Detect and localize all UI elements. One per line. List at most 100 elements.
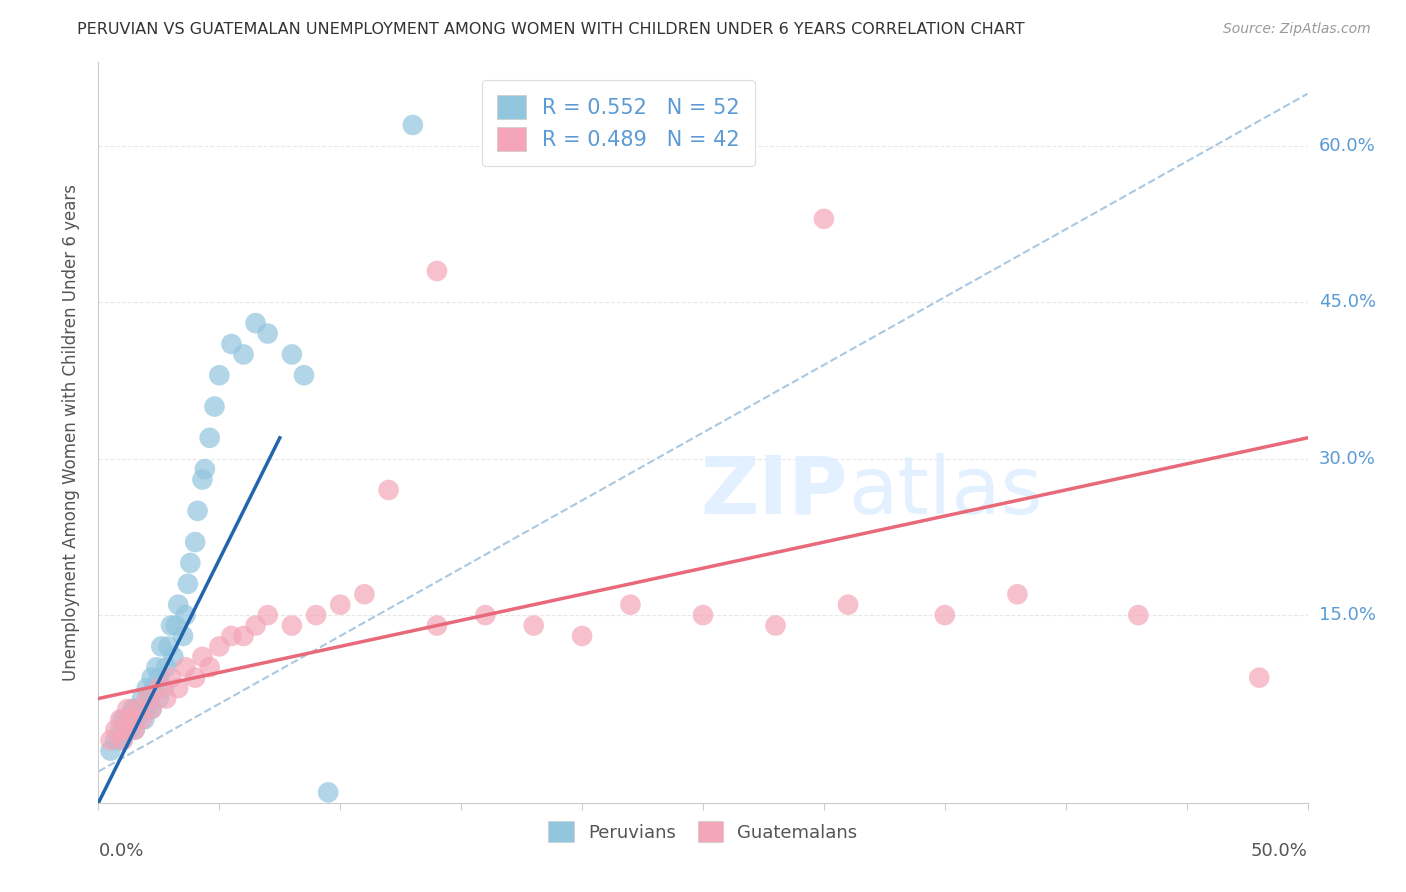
Point: [167, 598, 190, 612]
Point: [232, 629, 254, 643]
Point: [353, 587, 375, 601]
Point: [619, 598, 641, 612]
Point: [135, 702, 157, 716]
Point: [108, 712, 131, 726]
Point: [141, 702, 163, 716]
Point: [148, 691, 170, 706]
Point: [934, 608, 956, 623]
Point: [135, 681, 157, 695]
Legend: Peruvians, Guatemalans: Peruvians, Guatemalans: [541, 814, 865, 849]
Text: 50.0%: 50.0%: [1251, 842, 1308, 860]
Point: [329, 598, 352, 612]
Text: 0.0%: 0.0%: [98, 842, 143, 860]
Point: [174, 608, 197, 623]
Text: atlas: atlas: [848, 453, 1042, 531]
Point: [155, 660, 177, 674]
Point: [184, 671, 207, 685]
Point: [194, 462, 217, 476]
Point: [187, 504, 209, 518]
Point: [256, 326, 278, 341]
Point: [117, 712, 139, 726]
Point: [837, 598, 859, 612]
Point: [245, 316, 267, 330]
Point: [172, 629, 194, 643]
Point: [131, 712, 153, 726]
Point: [174, 660, 197, 674]
Point: [221, 337, 243, 351]
Point: [124, 702, 146, 716]
Text: PERUVIAN VS GUATEMALAN UNEMPLOYMENT AMONG WOMEN WITH CHILDREN UNDER 6 YEARS CORR: PERUVIAN VS GUATEMALAN UNEMPLOYMENT AMON…: [77, 22, 1025, 37]
Point: [138, 691, 160, 706]
Point: [426, 618, 449, 632]
Point: [377, 483, 399, 497]
Point: [813, 211, 835, 226]
Point: [124, 723, 146, 737]
Point: [104, 723, 127, 737]
Point: [124, 712, 146, 726]
Text: Source: ZipAtlas.com: Source: ZipAtlas.com: [1223, 22, 1371, 37]
Point: [150, 640, 173, 654]
Point: [256, 608, 278, 623]
Point: [124, 723, 146, 737]
Point: [474, 608, 496, 623]
Point: [1128, 608, 1150, 623]
Point: [141, 671, 163, 685]
Point: [108, 723, 131, 737]
Point: [131, 691, 153, 706]
Point: [111, 733, 134, 747]
Point: [571, 629, 593, 643]
Point: [128, 702, 150, 716]
Point: [523, 618, 546, 632]
Point: [104, 733, 127, 747]
Point: [281, 618, 304, 632]
Point: [127, 712, 149, 726]
Point: [221, 629, 243, 643]
Point: [245, 618, 267, 632]
Point: [162, 649, 184, 664]
Point: [143, 681, 166, 695]
Point: [114, 723, 136, 737]
Point: [184, 535, 207, 549]
Point: [160, 618, 183, 632]
Point: [118, 723, 141, 737]
Point: [100, 744, 122, 758]
Point: [292, 368, 315, 383]
Point: [191, 649, 214, 664]
Text: 45.0%: 45.0%: [1319, 293, 1376, 311]
Point: [316, 785, 339, 799]
Point: [145, 660, 167, 674]
Point: [157, 640, 180, 654]
Point: [160, 671, 183, 685]
Point: [402, 118, 425, 132]
Point: [118, 712, 141, 726]
Point: [155, 691, 177, 706]
Text: 30.0%: 30.0%: [1319, 450, 1375, 467]
Point: [179, 556, 201, 570]
Point: [111, 733, 134, 747]
Point: [305, 608, 328, 623]
Text: 60.0%: 60.0%: [1319, 136, 1375, 155]
Point: [208, 640, 231, 654]
Point: [121, 702, 143, 716]
Point: [127, 702, 149, 716]
Point: [191, 473, 214, 487]
Point: [100, 733, 122, 747]
Point: [232, 347, 254, 361]
Point: [208, 368, 231, 383]
Point: [152, 681, 174, 695]
Point: [148, 681, 170, 695]
Point: [135, 691, 157, 706]
Point: [426, 264, 449, 278]
Point: [114, 723, 136, 737]
Point: [117, 702, 139, 716]
Y-axis label: Unemployment Among Women with Children Under 6 years: Unemployment Among Women with Children U…: [62, 184, 80, 681]
Text: ZIP: ZIP: [700, 453, 848, 531]
Point: [167, 681, 190, 695]
Text: 15.0%: 15.0%: [1319, 606, 1375, 624]
Point: [111, 712, 134, 726]
Point: [204, 400, 226, 414]
Point: [198, 431, 221, 445]
Point: [148, 671, 170, 685]
Point: [1249, 671, 1271, 685]
Point: [281, 347, 304, 361]
